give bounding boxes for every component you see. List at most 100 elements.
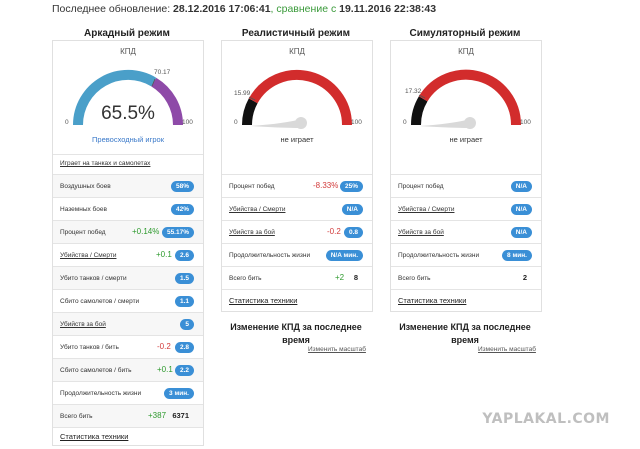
status-badge: 0.8 xyxy=(343,227,363,238)
arcade-status: Превосходный игрок xyxy=(92,135,164,144)
realistic-gauge-marker-label: 15.99 xyxy=(234,90,251,97)
realistic-needle xyxy=(250,119,304,128)
arcade-gauge-min: 0 xyxy=(65,119,69,126)
row-label: Продолжительность жизни xyxy=(398,252,480,259)
site-watermark: YAPLAKAL.COM xyxy=(482,411,610,427)
arcade-panel: КПД 70.17 0 100 65.5% Превосходный игрок… xyxy=(52,40,204,446)
status-badge: 2.2 xyxy=(174,365,194,376)
table-row: Убийств за бой -0.2 0.8 xyxy=(222,220,372,244)
table-row: Продолжительность жизни 3 мин. xyxy=(53,381,203,405)
realistic-gauge xyxy=(241,69,353,129)
realistic-status: не играет xyxy=(280,135,314,144)
simulator-gauge-fill xyxy=(410,96,428,126)
status-badge: 2.8 xyxy=(174,342,194,353)
row-delta: +387 xyxy=(148,411,167,420)
row-label: Всего бить xyxy=(60,413,93,420)
compare-time: 19.11.2016 22:38:43 xyxy=(339,3,437,15)
simulator-scale-link[interactable]: Изменить масштаб xyxy=(478,346,536,353)
realistic-stats-row: Статистика техники xyxy=(222,289,372,312)
arcade-gauge-rest xyxy=(151,77,184,126)
row-label-link[interactable]: Убийства / Смерти xyxy=(229,206,286,213)
plays-on-link[interactable]: Играет на танках и самолетах xyxy=(60,160,151,167)
row-delta: +0.1 xyxy=(156,250,172,259)
table-row: Воздушных боев 58% xyxy=(53,174,203,198)
row-label: Процент побед xyxy=(229,183,275,190)
row-label: Воздушных боев xyxy=(60,183,111,190)
table-row: Убийства / Смерти N/A xyxy=(222,197,372,221)
compare-label: , сравнение с xyxy=(270,3,337,15)
status-badge: 55.17% xyxy=(161,227,194,238)
status-badge: N/A xyxy=(510,227,532,238)
table-row: Всего бить +387 6371 xyxy=(53,404,203,428)
table-row: Всего бить +2 8 xyxy=(222,266,372,290)
realistic-scale-link[interactable]: Изменить масштаб xyxy=(308,346,366,353)
arcade-gauge-marker xyxy=(151,78,156,87)
realistic-gauge-rest xyxy=(248,69,353,126)
row-label: Наземных боев xyxy=(60,206,107,213)
arcade-gauge-fill xyxy=(72,69,157,126)
realistic-title: Реалистичный режим xyxy=(241,28,351,39)
table-row: Убийства / Смерти +0.1 2.6 xyxy=(53,243,203,267)
status-badge: N/A мин. xyxy=(325,250,363,261)
table-row: Процент побед +0.14% 55.17% xyxy=(53,220,203,244)
table-row: Процент побед N/A xyxy=(391,174,541,198)
arcade-stats-row: Статистика техники xyxy=(53,427,203,446)
status-badge: 3 мин. xyxy=(164,388,194,399)
simulator-needle-hub xyxy=(464,117,476,129)
status-badge: N/A xyxy=(510,181,532,192)
status-badge: 58% xyxy=(170,181,194,192)
row-label-link[interactable]: Убийств за бой xyxy=(229,229,275,236)
simulator-status: не играет xyxy=(449,135,483,144)
realistic-panel: КПД 15.99 0 100 не играет Процент побед … xyxy=(221,40,373,312)
realistic-gauge-max: 100 xyxy=(351,119,362,126)
status-badge: 2.6 xyxy=(174,250,194,261)
row-label: Процент побед xyxy=(60,229,106,236)
row-label-link[interactable]: Убийства / Смерти xyxy=(398,206,455,213)
arcade-gauge-marker-label: 70.17 xyxy=(154,69,171,76)
table-row: Продолжительность жизни 8 мин. xyxy=(391,243,541,267)
row-label-link[interactable]: Убийств за бой xyxy=(398,229,444,236)
table-row: Сбито самолетов / бить +0.1 2.2 xyxy=(53,358,203,382)
row-label: Сбито самолетов / бить xyxy=(60,367,132,374)
update-time: 28.12.2016 17:06:41 xyxy=(173,3,271,15)
vehicle-stats-link[interactable]: Статистика техники xyxy=(229,296,298,305)
row-label: Всего бить xyxy=(398,275,431,282)
arcade-plays-row: Играет на танках и самолетах xyxy=(53,154,203,172)
simulator-gauge xyxy=(410,69,522,129)
row-value: 2 xyxy=(522,273,527,282)
simulator-gauge-max: 100 xyxy=(520,119,531,126)
arcade-kpd-label: КПД xyxy=(120,47,136,56)
row-label-link[interactable]: Убийства / Смерти xyxy=(60,252,117,259)
simulator-kpd-label: КПД xyxy=(458,47,474,56)
table-row: Всего бить 2 xyxy=(391,266,541,290)
realistic-needle-hub xyxy=(295,117,307,129)
status-badge: 1.5 xyxy=(174,273,194,284)
table-row: Убийств за бой 5 xyxy=(53,312,203,336)
status-badge: N/A xyxy=(341,204,363,215)
row-delta: -0.2 xyxy=(157,342,171,351)
table-row: Убито танков / смерти 1.5 xyxy=(53,266,203,290)
status-badge: 25% xyxy=(339,181,363,192)
row-label: Всего бить xyxy=(229,275,262,282)
row-label: Продолжительность жизни xyxy=(229,252,311,259)
simulator-gauge-marker xyxy=(418,94,426,99)
table-row: Убийства / Смерти N/A xyxy=(391,197,541,221)
vehicle-stats-link[interactable]: Статистика техники xyxy=(398,296,467,305)
row-delta: +2 xyxy=(335,273,345,282)
row-delta: +0.14% xyxy=(132,227,160,236)
table-row: Убито танков / бить -0.2 2.8 xyxy=(53,335,203,359)
vehicle-stats-link[interactable]: Статистика техники xyxy=(60,432,129,441)
row-delta: -8.33% xyxy=(313,181,339,190)
table-row: Убийств за бой N/A xyxy=(391,220,541,244)
row-label: Сбито самолетов / смерти xyxy=(60,298,140,305)
simulator-change-title: Изменение КПД за последнее время xyxy=(399,322,531,345)
row-delta: +0.1 xyxy=(157,365,173,374)
simulator-title: Симуляторный режим xyxy=(409,28,521,39)
table-row: Процент побед -8.33% 25% xyxy=(222,174,372,198)
row-value: 8 xyxy=(353,273,358,282)
simulator-gauge-marker-label: 17.32 xyxy=(405,88,422,95)
row-label-link[interactable]: Убийств за бой xyxy=(60,321,106,328)
status-badge: 1.1 xyxy=(174,296,194,307)
row-label: Процент побед xyxy=(398,183,444,190)
row-label: Убито танков / смерти xyxy=(60,275,127,282)
